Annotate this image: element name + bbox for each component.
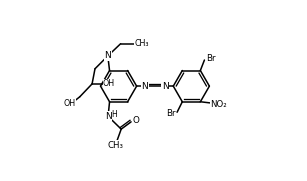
Text: H: H — [111, 110, 116, 119]
Text: CH₃: CH₃ — [134, 39, 149, 48]
Text: CH₃: CH₃ — [108, 141, 124, 150]
Text: OH: OH — [64, 99, 76, 108]
Text: OH: OH — [103, 79, 115, 88]
Text: NO₂: NO₂ — [211, 100, 227, 109]
Text: O: O — [133, 116, 140, 125]
Text: N: N — [105, 112, 111, 121]
Text: N: N — [162, 82, 169, 91]
Text: Br: Br — [166, 109, 175, 118]
Text: Br: Br — [206, 54, 216, 63]
Text: N: N — [142, 82, 148, 91]
Text: N: N — [104, 51, 111, 60]
